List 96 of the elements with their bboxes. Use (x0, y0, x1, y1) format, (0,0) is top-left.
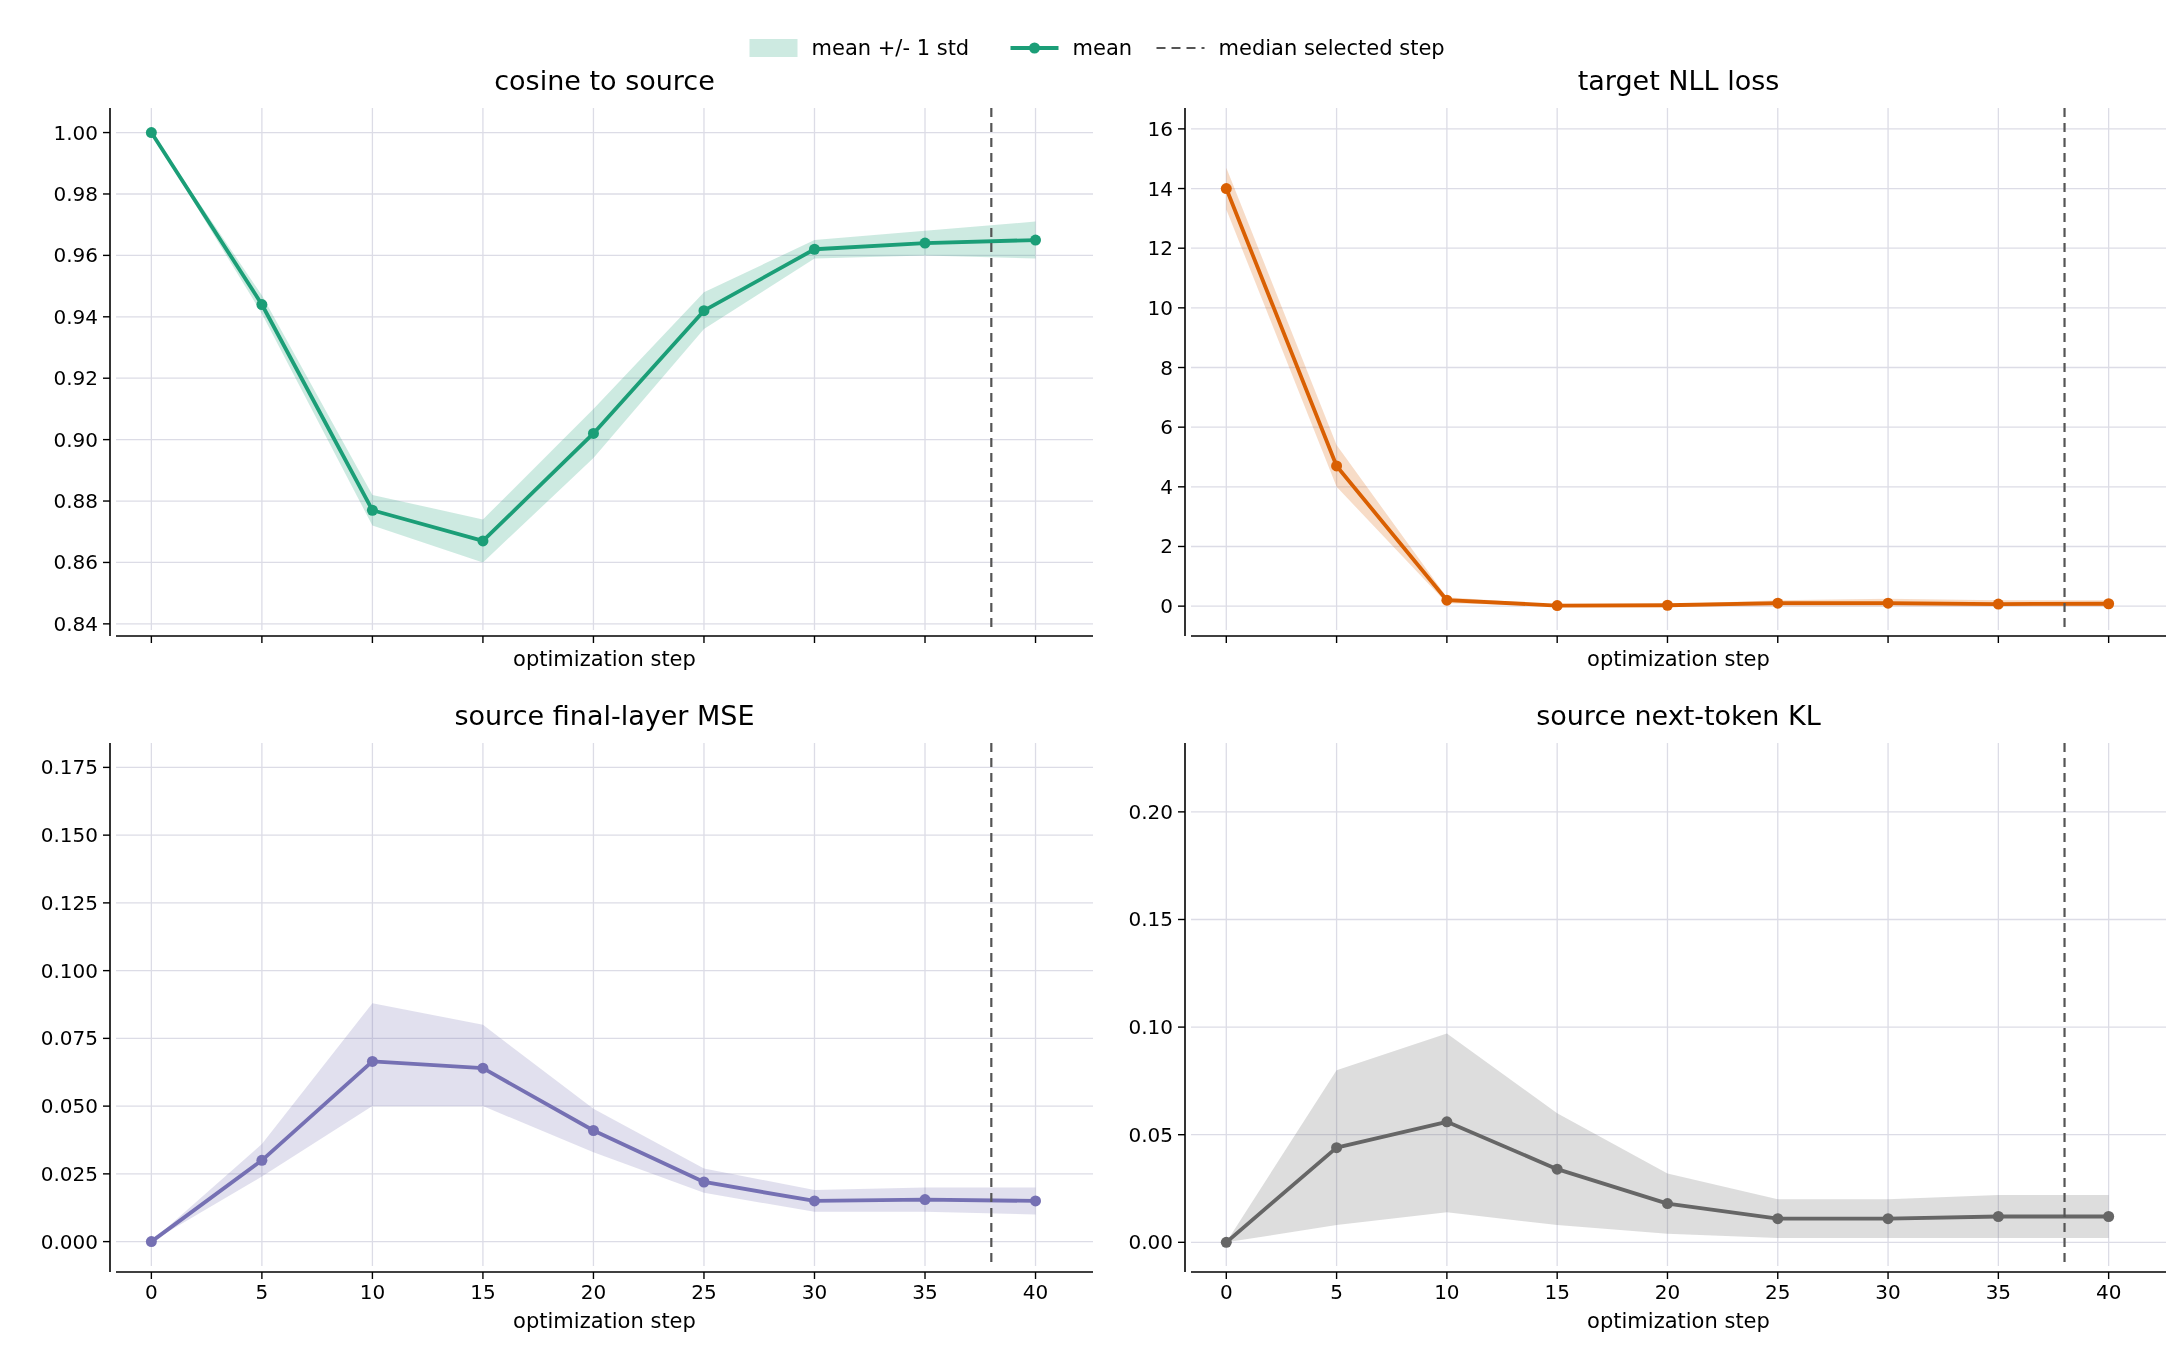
point (1441, 1116, 1453, 1128)
point (698, 1176, 710, 1188)
point (808, 1195, 820, 1207)
x-tick-label: 10 (1434, 1280, 1460, 1304)
y-tick-label: 0.92 (53, 366, 98, 391)
point (1441, 594, 1453, 606)
point (145, 1236, 157, 1248)
legend-label: mean (1072, 36, 1133, 61)
y-tick-label: 0.050 (40, 1094, 98, 1119)
x-tick-label: 30 (1875, 1280, 1901, 1304)
point (1030, 1195, 1042, 1207)
x-axis-title: optimization step (513, 647, 696, 671)
point (1661, 1198, 1673, 1210)
point (477, 1062, 489, 1074)
point (919, 1194, 931, 1206)
y-tick-label: 0.100 (40, 958, 98, 983)
x-tick-label: 5 (1330, 1280, 1343, 1304)
point (366, 504, 378, 516)
point (1992, 598, 2004, 610)
y-tick-label: 4 (1160, 474, 1173, 499)
x-axis-title: optimization step (1587, 647, 1770, 671)
point (587, 427, 599, 439)
x-tick-label: 5 (255, 1280, 269, 1304)
point (587, 1125, 599, 1137)
x-tick-label: 10 (359, 1280, 386, 1304)
y-tick-label: 0.88 (53, 489, 98, 514)
y-tick-label: 0.98 (53, 181, 98, 206)
point (1331, 1142, 1343, 1154)
point (2103, 1211, 2115, 1222)
x-tick-label: 0 (1219, 1280, 1233, 1304)
x-tick-label: 30 (801, 1280, 828, 1304)
x-tick-label: 20 (1654, 1280, 1681, 1304)
x-tick-label: 40 (2095, 1280, 2122, 1304)
point (1551, 600, 1563, 612)
x-tick-label: 25 (691, 1280, 717, 1304)
text: mean +/- 1 std (811, 36, 970, 61)
y-tick-label: 0.000 (40, 1229, 98, 1254)
point (1882, 597, 1894, 609)
x-tick-label: 20 (580, 1280, 607, 1304)
y-tick-label: 14 (1147, 176, 1173, 201)
point (1882, 1213, 1894, 1225)
y-tick-label: 0.150 (40, 823, 98, 848)
y-tick-label: 0.05 (1128, 1122, 1173, 1147)
chart-title: source next-token KL (1536, 700, 1821, 731)
point (477, 535, 489, 547)
y-tick-label: 6 (1160, 415, 1173, 440)
y-tick-label: 0.175 (40, 755, 98, 780)
point (1551, 1163, 1563, 1175)
y-tick-label: 12 (1147, 236, 1173, 261)
chart-title: cosine to source (494, 65, 715, 96)
y-tick-label: 0.00 (1128, 1230, 1173, 1255)
y-tick-label: 16 (1147, 116, 1173, 141)
y-tick-label: 0.84 (53, 611, 98, 636)
point (1331, 460, 1343, 472)
x-tick-label: 35 (1985, 1280, 2012, 1304)
y-tick-label: 0.90 (53, 427, 98, 452)
point (145, 127, 157, 139)
point (1772, 1213, 1784, 1225)
point (1220, 1236, 1232, 1248)
y-tick-label: 0.96 (53, 243, 98, 268)
y-tick-label: 0.86 (53, 550, 98, 575)
point (256, 299, 268, 311)
y-tick-label: 0.075 (40, 1026, 98, 1051)
x-tick-label: 35 (912, 1280, 938, 1304)
point (1992, 1211, 2004, 1222)
y-tick-label: 1.00 (53, 120, 98, 145)
chart-title: source final-layer MSE (454, 700, 755, 731)
y-tick-label: 10 (1147, 295, 1173, 320)
y-tick-label: 0.125 (40, 890, 98, 915)
y-tick-label: 0 (1160, 594, 1173, 619)
x-tick-label: 40 (1022, 1280, 1049, 1304)
point (1030, 234, 1042, 246)
x-tick-label: 25 (1765, 1280, 1791, 1304)
y-tick-label: 0.025 (40, 1161, 98, 1186)
point (366, 1055, 378, 1067)
y-tick-label: 0.10 (1128, 1015, 1173, 1040)
y-tick-label: 0.15 (1128, 907, 1173, 932)
point (808, 243, 820, 255)
point (698, 305, 710, 317)
x-axis-title: optimization step (1587, 1309, 1770, 1333)
x-tick-label: 0 (145, 1280, 158, 1304)
chart-title: target NLL loss (1577, 65, 1780, 96)
legend-label: median selected step (1218, 36, 1445, 61)
y-tick-label: 8 (1160, 355, 1173, 380)
point (1661, 599, 1673, 611)
x-axis-title: optimization step (513, 1309, 696, 1333)
point (1772, 597, 1784, 609)
x-tick-label: 15 (470, 1280, 496, 1304)
point (1220, 183, 1232, 195)
point (256, 1154, 268, 1166)
point (2103, 598, 2115, 610)
x-tick-label: 15 (1544, 1280, 1570, 1304)
y-tick-label: 2 (1160, 534, 1173, 559)
y-tick-label: 0.20 (1128, 799, 1173, 824)
y-tick-label: 0.94 (53, 304, 98, 329)
point (919, 237, 931, 249)
